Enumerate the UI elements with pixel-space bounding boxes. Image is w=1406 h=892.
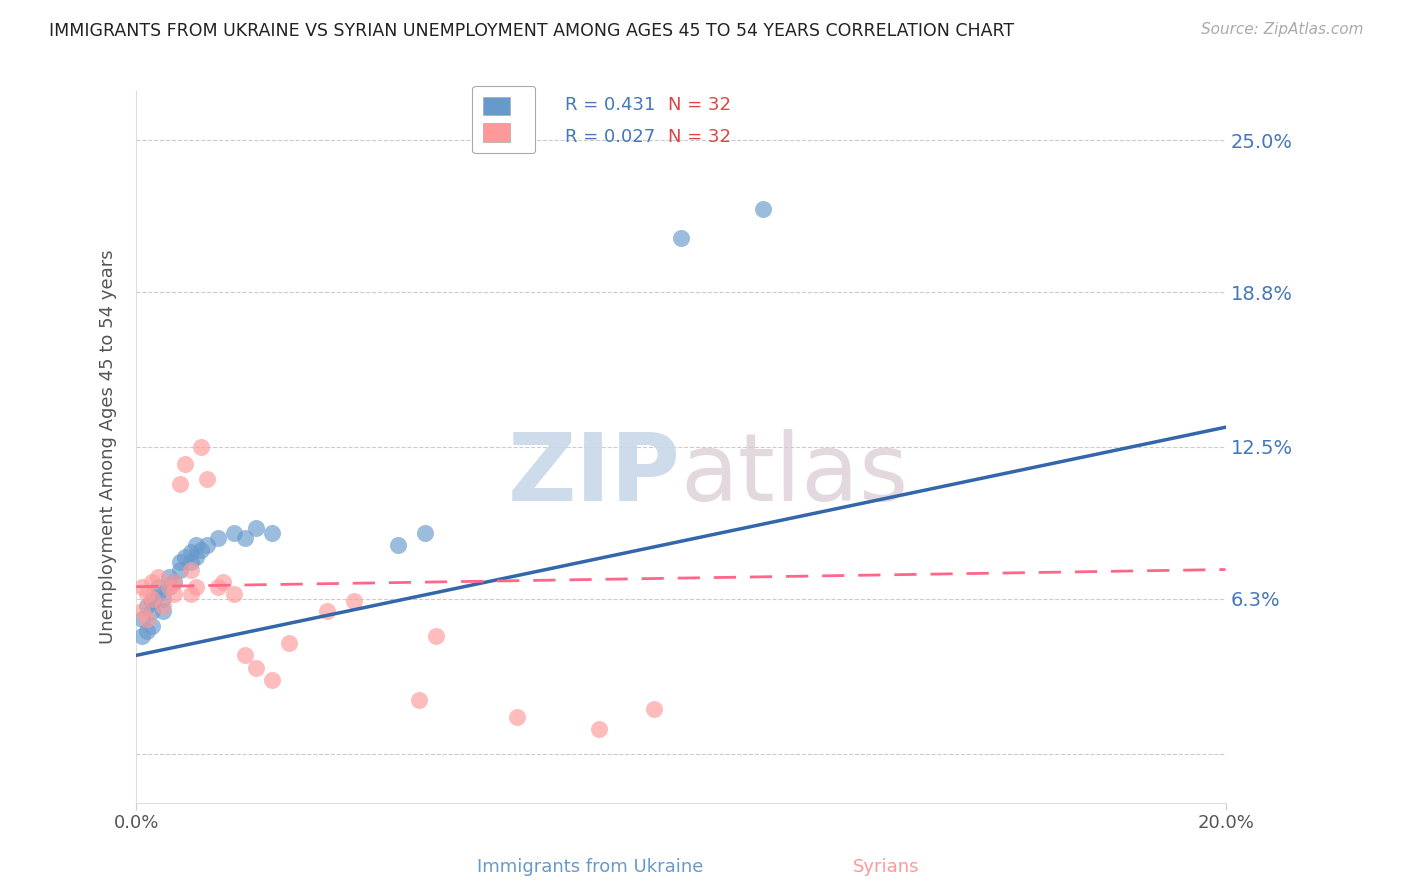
Point bbox=[131, 580, 153, 594]
Point bbox=[141, 604, 163, 618]
Point bbox=[163, 574, 186, 589]
Point bbox=[146, 580, 169, 594]
Point bbox=[195, 472, 218, 486]
Point bbox=[643, 702, 665, 716]
Point bbox=[190, 440, 212, 454]
Point bbox=[136, 599, 159, 614]
Point bbox=[212, 574, 235, 589]
Point bbox=[131, 629, 153, 643]
Point bbox=[343, 594, 366, 608]
Point bbox=[207, 580, 229, 594]
Point bbox=[184, 538, 207, 552]
Point bbox=[152, 604, 174, 618]
Point bbox=[136, 611, 159, 625]
Point bbox=[669, 231, 692, 245]
Point bbox=[152, 591, 174, 606]
Point bbox=[180, 562, 202, 576]
Text: Immigrants from Ukraine: Immigrants from Ukraine bbox=[477, 858, 704, 876]
Point bbox=[157, 570, 180, 584]
Point bbox=[190, 542, 212, 557]
Point bbox=[141, 574, 163, 589]
Point bbox=[184, 550, 207, 565]
Point bbox=[174, 457, 197, 471]
Text: N = 32: N = 32 bbox=[668, 128, 731, 146]
Point bbox=[136, 587, 159, 601]
Point bbox=[180, 587, 202, 601]
Point bbox=[141, 619, 163, 633]
Point bbox=[180, 555, 202, 569]
Text: IMMIGRANTS FROM UKRAINE VS SYRIAN UNEMPLOYMENT AMONG AGES 45 TO 54 YEARS CORRELA: IMMIGRANTS FROM UKRAINE VS SYRIAN UNEMPL… bbox=[49, 22, 1014, 40]
Point bbox=[387, 538, 409, 552]
Point bbox=[224, 525, 246, 540]
Point bbox=[146, 570, 169, 584]
Point bbox=[588, 722, 610, 736]
Point bbox=[146, 587, 169, 601]
Point bbox=[157, 580, 180, 594]
Point bbox=[131, 604, 153, 618]
Point bbox=[163, 587, 186, 601]
Point bbox=[131, 611, 153, 625]
Point bbox=[169, 555, 191, 569]
Text: Source: ZipAtlas.com: Source: ZipAtlas.com bbox=[1201, 22, 1364, 37]
Point bbox=[233, 648, 256, 663]
Point bbox=[408, 692, 430, 706]
Text: R = 0.027: R = 0.027 bbox=[565, 128, 655, 146]
Point bbox=[224, 587, 246, 601]
Point bbox=[184, 580, 207, 594]
Point bbox=[245, 660, 267, 674]
Point bbox=[207, 531, 229, 545]
Point bbox=[174, 550, 197, 565]
Point bbox=[506, 709, 529, 723]
Point bbox=[169, 562, 191, 576]
Point bbox=[425, 629, 447, 643]
Point bbox=[195, 538, 218, 552]
Text: ZIP: ZIP bbox=[508, 429, 681, 521]
Point bbox=[136, 624, 159, 638]
Point bbox=[180, 545, 202, 559]
Text: R = 0.431: R = 0.431 bbox=[565, 96, 655, 114]
Point bbox=[141, 591, 163, 606]
Point bbox=[262, 673, 284, 687]
Point bbox=[169, 476, 191, 491]
Text: Syrians: Syrians bbox=[852, 858, 920, 876]
Point bbox=[277, 636, 299, 650]
Point bbox=[141, 594, 163, 608]
Point bbox=[751, 202, 773, 216]
Point bbox=[157, 580, 180, 594]
Point bbox=[233, 531, 256, 545]
Point bbox=[163, 574, 186, 589]
Legend: , : , bbox=[472, 86, 536, 153]
Point bbox=[152, 599, 174, 614]
Point bbox=[245, 521, 267, 535]
Y-axis label: Unemployment Among Ages 45 to 54 years: Unemployment Among Ages 45 to 54 years bbox=[100, 250, 117, 644]
Point bbox=[315, 604, 337, 618]
Text: N = 32: N = 32 bbox=[668, 96, 731, 114]
Text: atlas: atlas bbox=[681, 429, 910, 521]
Point bbox=[262, 525, 284, 540]
Point bbox=[413, 525, 436, 540]
